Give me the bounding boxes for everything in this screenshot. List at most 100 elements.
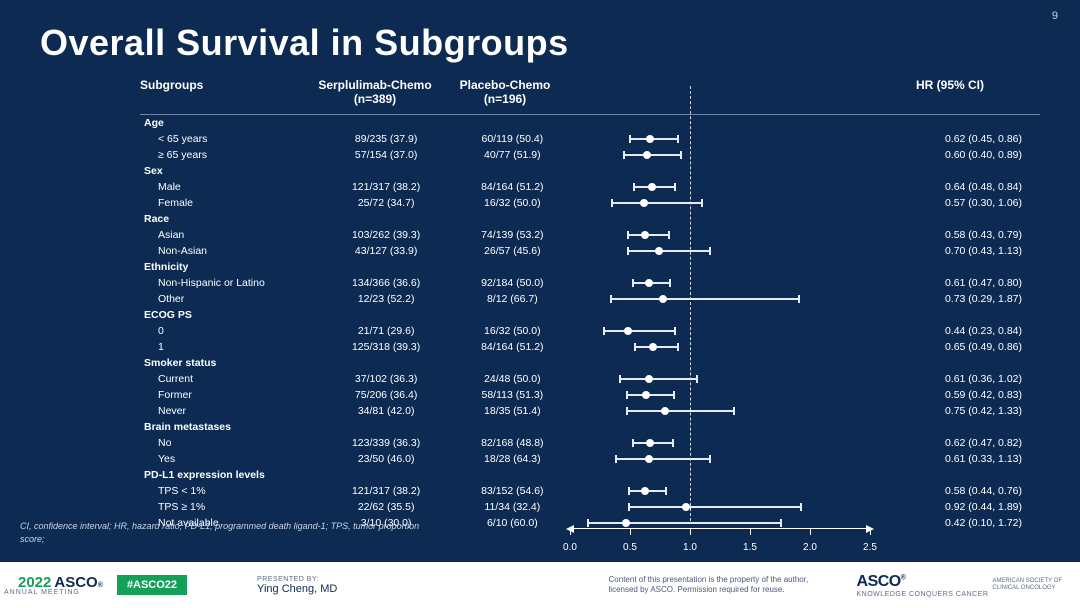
presenter-name: Ying Cheng, MD [257,583,337,595]
ci-bar [587,522,781,524]
footnote: CI, confidence interval; HR, hazard rati… [20,520,420,546]
asco-tagline: KNOWLEDGE CONQUERS CANCER [857,591,989,598]
arm-a-value: 25/72 (34.7) [323,195,449,211]
subgroup-label: Ethnicity [140,259,312,275]
forest-cell [575,291,866,307]
page-number: 9 [1052,10,1058,22]
slide-title: Overall Survival in Subgroups [40,22,569,64]
hr-ci-value: 0.70 (0.43, 1.13) [867,243,1040,259]
arm-b-value: 6/10 (60.0) [449,515,575,531]
arm-b-value: 74/139 (53.2) [449,227,575,243]
hr-point [646,439,654,447]
subgroup-label: Current [140,371,323,387]
category-row: PD-L1 expression levels [140,467,1040,483]
hr-point [682,503,690,511]
subgroup-label: Sex [140,163,312,179]
table-header: Subgroups Serplulimab-Chemo (n=389) Plac… [140,78,1040,106]
subgroup-label: 0 [140,323,323,339]
hr-ci-value: 0.75 (0.42, 1.33) [867,403,1040,419]
arm-a-value: 103/262 (39.3) [323,227,449,243]
hr-ci-value: 0.58 (0.44, 0.76) [867,483,1040,499]
hdr-arm-a: Serplulimab-Chemo (n=389) [310,78,440,106]
arm-b-value: 58/113 (51.3) [449,387,575,403]
forest-cell [575,275,866,291]
arm-a-value: 89/235 (37.9) [323,131,449,147]
hr-ci-value: 0.58 (0.43, 0.79) [867,227,1040,243]
hr-ci-value: 0.42 (0.10, 1.72) [867,515,1040,531]
hr-ci-value: 0.61 (0.47, 0.80) [867,275,1040,291]
subgroup-label: Never [140,403,323,419]
forest-cell [575,515,866,531]
ci-bar [627,250,711,252]
hr-point [655,247,663,255]
category-row: Race [140,211,1040,227]
ci-bar [603,330,676,332]
subgroup-row: Yes23/50 (46.0)18/28 (64.3)0.61 (0.33, 1… [140,451,1040,467]
hr-ci-value: 0.59 (0.42, 0.83) [867,387,1040,403]
axis-tick-label: 2.0 [803,542,817,553]
arm-b-value: 84/164 (51.2) [449,339,575,355]
presented-by: PRESENTED BY: Ying Cheng, MD [257,576,337,595]
forest-cell [568,307,864,323]
subgroup-label: Brain metastases [140,419,312,435]
subgroup-row: Female25/72 (34.7)16/32 (50.0)0.57 (0.30… [140,195,1040,211]
subgroup-label: ≥ 65 years [140,147,323,163]
hr-point [645,279,653,287]
subgroup-row: ≥ 65 years57/154 (37.0)40/77 (51.9)0.60 … [140,147,1040,163]
subgroup-label: Former [140,387,323,403]
hr-point [641,487,649,495]
arm-a-value: 121/317 (38.2) [323,179,449,195]
subgroup-row: TPS < 1%121/317 (38.2)83/152 (54.6)0.58 … [140,483,1040,499]
subgroup-label: Age [140,115,312,131]
subgroup-row: Male121/317 (38.2)84/164 (51.2)0.64 (0.4… [140,179,1040,195]
forest-cell [568,355,864,371]
subgroup-row: No123/339 (36.3)82/168 (48.8)0.62 (0.47,… [140,435,1040,451]
hr-point [646,135,654,143]
hr-ci-value: 0.61 (0.36, 1.02) [867,371,1040,387]
axis-tick-label: 1.5 [743,542,757,553]
subgroup-label: Smoker status [140,355,312,371]
ci-bar [626,410,735,412]
hr-point [661,407,669,415]
table-body: Age< 65 years89/235 (37.9)60/119 (50.4) 0… [140,114,1040,531]
subgroup-label: Other [140,291,323,307]
hr-point [645,375,653,383]
footer-bar: 2022 ASCO® ANNUAL MEETING #ASCO22 PRESEN… [0,562,1080,608]
ci-bar [628,506,802,508]
category-row: Ethnicity [140,259,1040,275]
subgroup-label: < 65 years [140,131,323,147]
subgroup-row: Non-Asian43/127 (33.9)26/57 (45.6)0.70 (… [140,243,1040,259]
arm-b-value: 60/119 (50.4) [449,131,575,147]
asco-society-name: AMERICAN SOCIETY OFCLINICAL ONCOLOGY [992,578,1062,592]
subgroup-row: Current37/102 (36.3)24/48 (50.0)0.61 (0.… [140,371,1040,387]
arm-a-value: 37/102 (36.3) [323,371,449,387]
forest-cell [568,211,864,227]
hdr-subgroups: Subgroups [140,78,310,106]
subgroup-label: 1 [140,339,323,355]
forest-cell [575,371,866,387]
subgroup-label: Race [140,211,312,227]
forest-cell [575,387,866,403]
arm-a-value: 22/62 (35.5) [323,499,449,515]
forest-cell [568,259,864,275]
forest-cell [568,163,864,179]
subgroup-label: TPS < 1% [140,483,323,499]
subgroup-row: Former75/206 (36.4)58/113 (51.3)0.59 (0.… [140,387,1040,403]
subgroup-label: ECOG PS [140,307,312,323]
hdr-hr: HR (95% CI) [870,78,1030,106]
subgroup-row: 1125/318 (39.3)84/164 (51.2)0.65 (0.49, … [140,339,1040,355]
ci-bar [623,154,682,156]
subgroup-row: < 65 years89/235 (37.9)60/119 (50.4) 0.62… [140,131,1040,147]
hr-ci-value: 0.62 (0.45, 0.86) [867,131,1040,147]
hr-point [642,391,650,399]
ci-bar [615,458,711,460]
forest-cell [575,499,866,515]
hr-ci-value: 0.62 (0.47, 0.82) [867,435,1040,451]
subgroup-label: Non-Hispanic or Latino [140,275,323,291]
arm-a-value: 123/339 (36.3) [323,435,449,451]
forest-cell [575,131,866,147]
forest-cell [575,483,866,499]
ci-bar [619,378,698,380]
disclaimer: Content of this presentation is the prop… [609,575,839,595]
arm-b-value: 82/168 (48.8) [449,435,575,451]
